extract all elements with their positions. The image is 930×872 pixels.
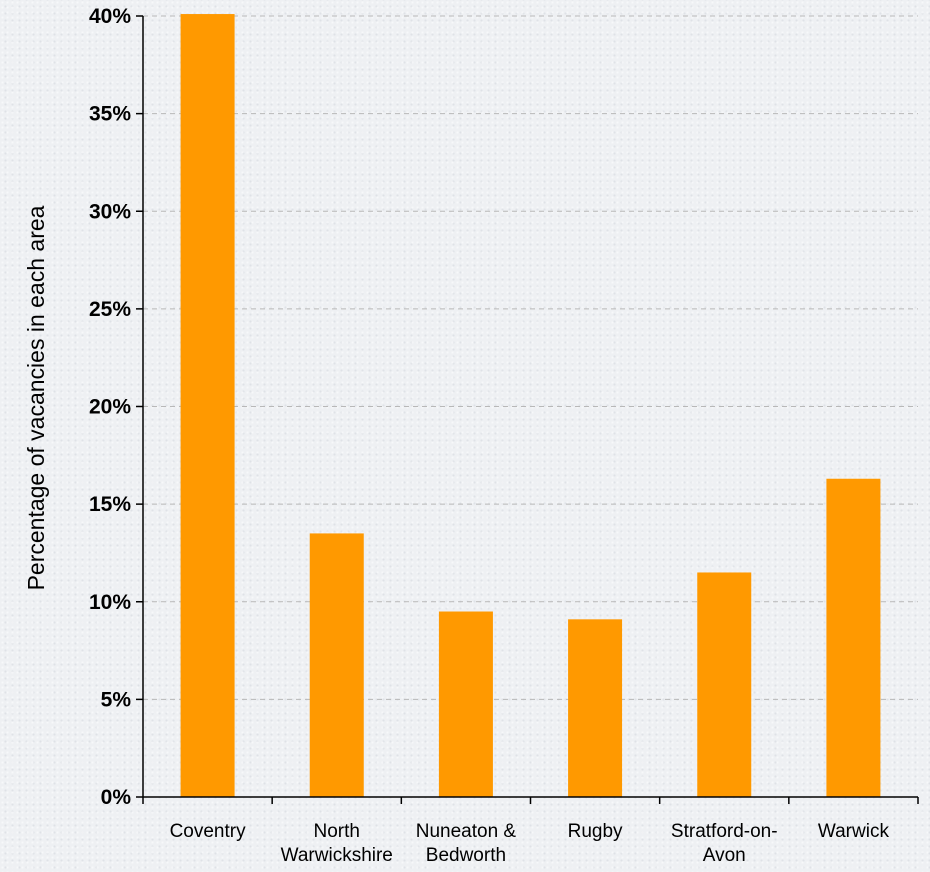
x-tick-label: Rugby xyxy=(568,821,623,842)
y-tick-label: 25% xyxy=(89,298,131,321)
bar xyxy=(438,611,493,797)
y-tick-label: 10% xyxy=(89,591,131,614)
x-tick-labels: Coventry North Warwickshire Nuneaton & Bedwo… xyxy=(170,821,890,866)
x-tick-label: Nuneaton & Bedworth xyxy=(416,821,517,866)
x-tick-label: Stratford-on-Avon xyxy=(671,821,778,866)
y-tick-label: 35% xyxy=(89,103,131,126)
bar xyxy=(180,14,235,798)
bar xyxy=(697,572,752,797)
bar xyxy=(826,478,881,797)
x-tick-label: Coventry xyxy=(170,821,247,842)
x-tick-label: North Warwickshire xyxy=(281,821,393,866)
y-tick-label: 30% xyxy=(89,200,131,223)
bars xyxy=(180,14,881,798)
y-tick-label: 5% xyxy=(101,688,132,711)
y-tick-labels: 0% 5% 10% 15% 20% 25% 30% 35% 40% xyxy=(89,5,131,809)
y-tick-label: 20% xyxy=(89,396,131,419)
y-axis-label: Percentage of vacancies in each area xyxy=(23,205,49,590)
y-tick-label: 0% xyxy=(101,786,132,809)
gridlines xyxy=(143,15,918,700)
axes xyxy=(136,15,919,804)
bar xyxy=(568,619,623,797)
x-tick-label: Warwick xyxy=(818,821,890,842)
bar xyxy=(309,533,364,797)
y-tick-label: 40% xyxy=(89,5,131,28)
y-tick-label: 15% xyxy=(89,493,131,516)
